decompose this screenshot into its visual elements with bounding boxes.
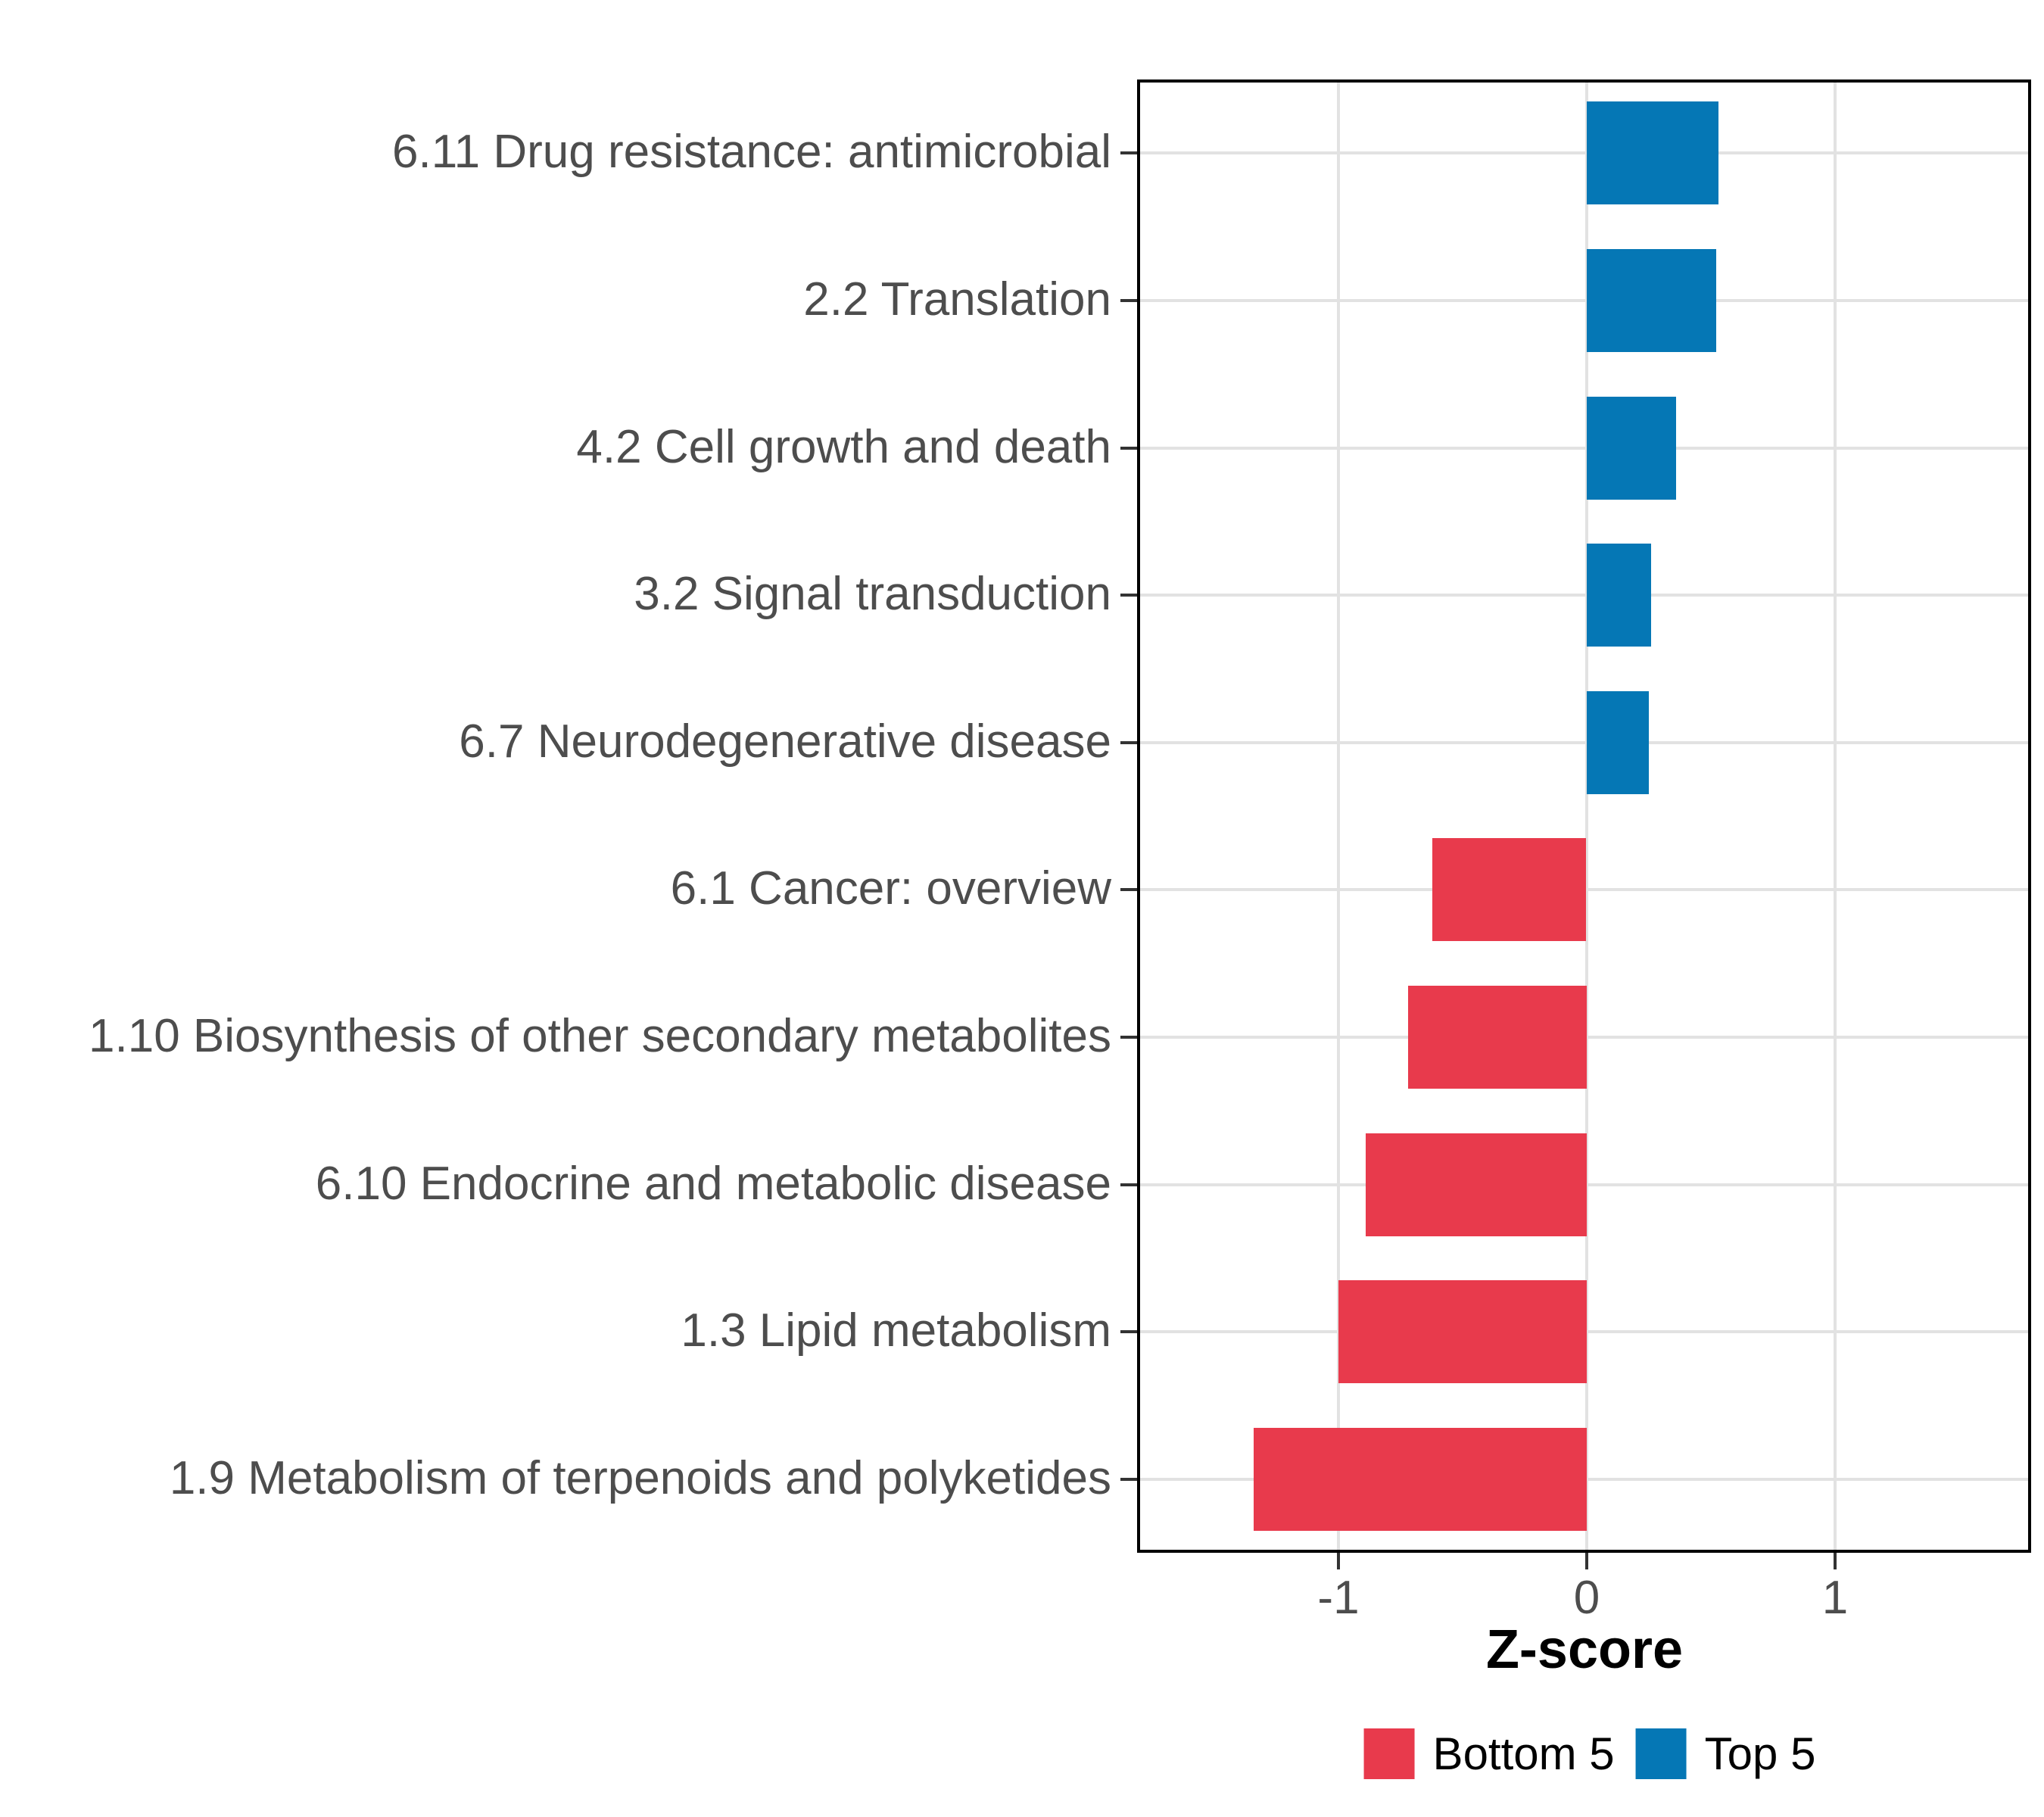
y-tick-mark	[1120, 299, 1137, 302]
y-tick-mark	[1120, 888, 1137, 891]
y-axis-label: 1.10 Biosynthesis of other secondary met…	[89, 1010, 1111, 1063]
y-tick-mark	[1120, 151, 1137, 154]
y-tick-mark	[1120, 741, 1137, 744]
bar-bottom5	[1408, 986, 1587, 1089]
y-axis-label: 6.7 Neurodegenerative disease	[459, 715, 1111, 768]
legend-item-bottom5: Bottom 5	[1363, 1728, 1615, 1780]
y-tick-mark	[1120, 1478, 1137, 1481]
x-tick-label: -1	[1317, 1572, 1360, 1624]
y-axis-label: 1.3 Lipid metabolism	[681, 1304, 1111, 1357]
bar-top5	[1587, 249, 1716, 352]
y-axis-label: 1.9 Metabolism of terpenoids and polyket…	[169, 1452, 1111, 1505]
x-tick-mark	[1337, 1553, 1340, 1569]
gridline-x-1	[1834, 79, 1837, 1553]
bar-top5	[1587, 691, 1649, 794]
gridline-row	[1137, 447, 2031, 450]
bar-bottom5	[1254, 1428, 1587, 1531]
bar-top5	[1587, 544, 1651, 647]
legend-label-top5: Top 5	[1704, 1728, 1816, 1779]
bar-bottom5	[1432, 838, 1586, 941]
legend: Bottom 5 Top 5	[1363, 1728, 1816, 1780]
legend-swatch-top5	[1635, 1728, 1687, 1779]
plot-panel	[1137, 79, 2031, 1553]
y-axis-label: 2.2 Translation	[803, 273, 1111, 326]
y-axis-label: 6.11 Drug resistance: antimicrobial	[392, 126, 1111, 179]
y-axis-label: 4.2 Cell growth and death	[576, 421, 1111, 474]
legend-item-top5: Top 5	[1635, 1728, 1816, 1780]
bar-bottom5	[1366, 1133, 1587, 1236]
y-axis-label: 6.1 Cancer: overview	[670, 862, 1111, 915]
y-axis-label: 3.2 Signal transduction	[634, 568, 1111, 621]
bar-top5	[1587, 397, 1676, 500]
x-axis-title: Z-score	[1485, 1619, 1684, 1680]
legend-label-bottom5: Bottom 5	[1432, 1728, 1615, 1779]
gridline-row	[1137, 151, 2031, 154]
x-tick-mark	[1834, 1553, 1837, 1569]
gridline-row	[1137, 299, 2031, 302]
x-tick-label: 0	[1573, 1572, 1600, 1624]
y-tick-mark	[1120, 594, 1137, 597]
y-tick-mark	[1120, 1183, 1137, 1186]
gridline-row	[1137, 594, 2031, 597]
bar-top5	[1587, 101, 1718, 204]
gridline-x--1	[1337, 79, 1340, 1553]
legend-swatch-bottom5	[1363, 1728, 1415, 1779]
y-axis-label: 6.10 Endocrine and metabolic disease	[315, 1158, 1111, 1211]
y-tick-mark	[1120, 1330, 1137, 1333]
x-tick-mark	[1585, 1553, 1588, 1569]
gridline-x-0	[1585, 79, 1588, 1553]
x-tick-label: 1	[1821, 1572, 1849, 1624]
bar-bottom5	[1338, 1280, 1587, 1383]
gridline-row	[1137, 741, 2031, 744]
y-tick-mark	[1120, 1036, 1137, 1039]
y-tick-mark	[1120, 447, 1137, 450]
